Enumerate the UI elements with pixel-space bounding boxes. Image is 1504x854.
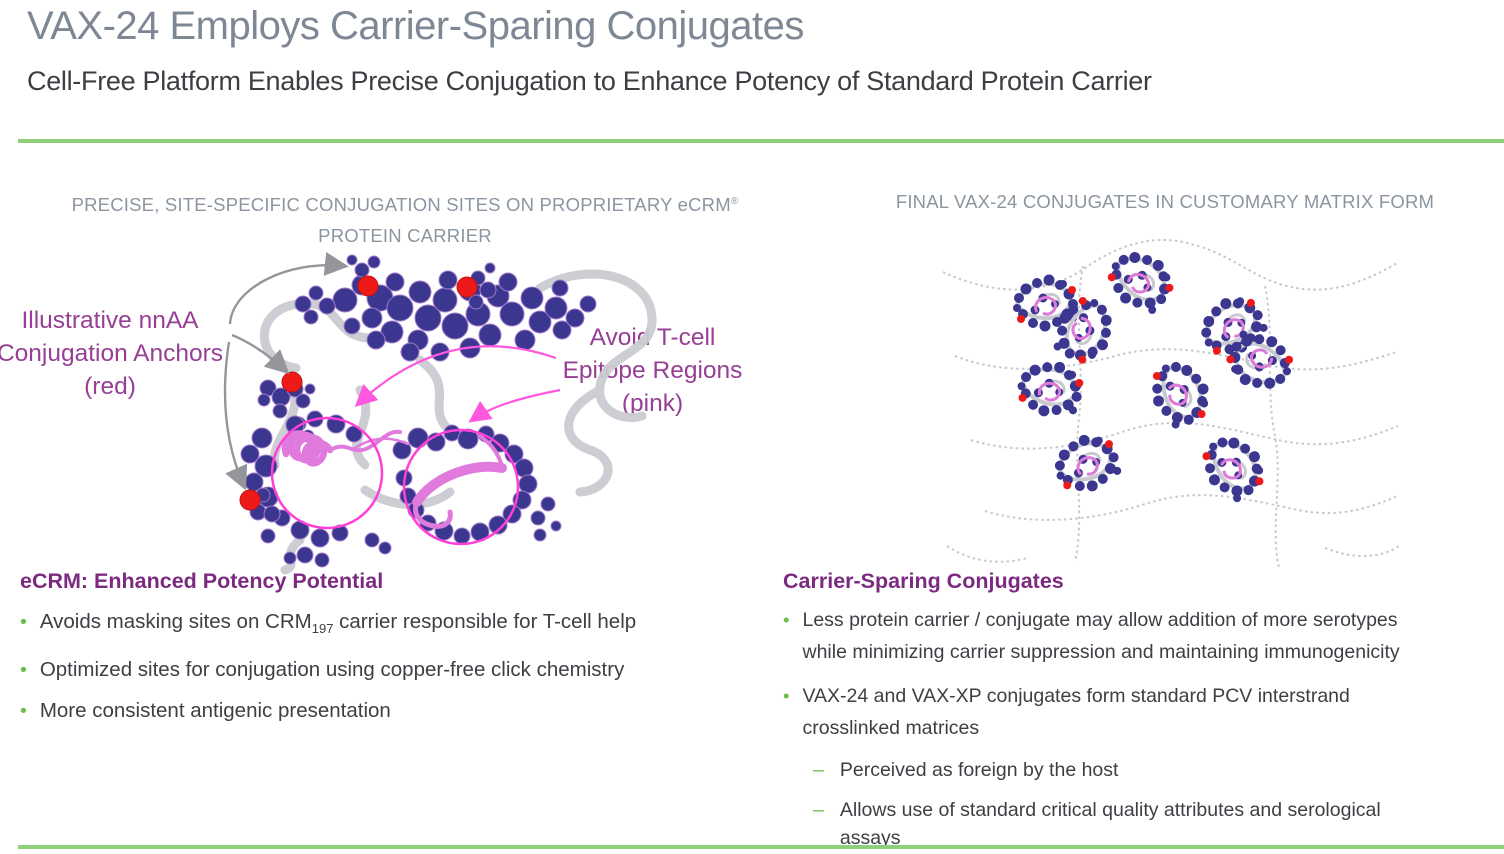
top-divider	[18, 139, 1504, 143]
bullet-line: crosslinked matrices	[802, 717, 980, 739]
epitope-ribbons	[281, 429, 507, 529]
ecrm-section-title: eCRM: Enhanced Potency Potential	[20, 569, 384, 593]
sub-bullet-dash: –	[813, 759, 824, 781]
crm197-subscript: 197	[311, 621, 334, 637]
bullet-item: • Avoids masking sites on CRM197 carrier…	[20, 609, 720, 642]
bullet-line: while minimizing carrier suppression and…	[802, 641, 1400, 663]
registered-mark: ®	[730, 196, 739, 207]
epitope-highlight-circles	[270, 416, 520, 546]
matrix-figure	[942, 236, 1400, 569]
bullet-dot: •	[783, 609, 790, 630]
bullet-text: VAX-24 and VAX-XP conjugates form standa…	[802, 680, 1349, 744]
sub-bullet-item: – Perceived as foreign by the host	[813, 756, 1498, 784]
sub-bullet-dash: –	[813, 799, 824, 821]
conjugate-units	[1009, 236, 1305, 513]
bullet-line: assays	[839, 827, 901, 849]
bullet-line: Less protein carrier / conjugate may all…	[802, 609, 1398, 631]
carrier-sparing-section-title: Carrier-Sparing Conjugates	[783, 569, 1064, 593]
nnaa-anchor-dots	[239, 275, 478, 511]
sub-bullet-text: Allows use of standard critical quality …	[840, 796, 1381, 852]
sub-bullet-item: – Allows use of standard critical qualit…	[813, 796, 1498, 852]
ecrm-protein-figure	[223, 252, 657, 575]
bullet-dot: •	[20, 611, 27, 633]
epitope-pointer-arrows	[354, 345, 561, 423]
annotation-line: Epitope Regions	[562, 357, 743, 384]
sub-bullet-text: Perceived as foreign by the host	[839, 759, 1119, 781]
bullet-text: Optimized sites for conjugation using co…	[39, 658, 625, 682]
bottom-divider	[18, 845, 1504, 849]
bullet-text: Less protein carrier / conjugate may all…	[802, 604, 1399, 668]
page-subtitle: Cell-Free Platform Enables Precise Conju…	[27, 66, 1152, 96]
bullet-item: • Optimized sites for conjugation using …	[20, 657, 720, 683]
bullet-text: Avoids masking sites on CRM197 carrier r…	[40, 609, 636, 642]
carrier-sparing-section: Carrier-Sparing Conjugates • Less protei…	[783, 569, 1498, 852]
page-title: VAX-24 Employs Carrier-Sparing Conjugate…	[27, 4, 804, 48]
bullet-line: Allows use of standard critical quality …	[839, 799, 1381, 821]
left-column-heading: PRECISE, SITE-SPECIFIC CONJUGATION SITES…	[65, 186, 745, 251]
bullet-dot: •	[20, 700, 27, 723]
bullet-text: More consistent antigenic presentation	[39, 699, 391, 723]
left-heading-text: PRECISE, SITE-SPECIFIC CONJUGATION SITES…	[71, 194, 731, 216]
left-heading-text-tail: PROTEIN CARRIER	[318, 225, 492, 247]
bullet-text-pre: Avoids masking sites on CRM	[39, 610, 312, 633]
bullet-dot: •	[20, 659, 27, 682]
bullet-text-post: carrier responsible for T-cell help	[333, 610, 637, 633]
annotation-line: (red)	[84, 373, 136, 400]
ecrm-section: eCRM: Enhanced Potency Potential • Avoid…	[20, 569, 720, 724]
bullet-item: • VAX-24 and VAX-XP conjugates form stan…	[783, 680, 1498, 744]
bullet-item: • Less protein carrier / conjugate may a…	[783, 604, 1498, 668]
anchor-pointer-arrows	[223, 252, 349, 491]
annotation-line: Illustrative nnAA	[21, 307, 199, 334]
annotation-conjugation-anchors: Illustrative nnAA Conjugation Anchors (r…	[0, 304, 226, 403]
right-column-heading: FINAL VAX-24 CONJUGATES IN CUSTOMARY MAT…	[895, 191, 1435, 212]
annotation-line: Conjugation Anchors	[0, 340, 224, 367]
bullet-item: • More consistent antigenic presentation	[20, 698, 720, 724]
annotation-line: (pink)	[621, 390, 684, 417]
bullet-line: VAX-24 and VAX-XP conjugates form standa…	[802, 685, 1350, 707]
bullet-dot: •	[783, 685, 790, 706]
